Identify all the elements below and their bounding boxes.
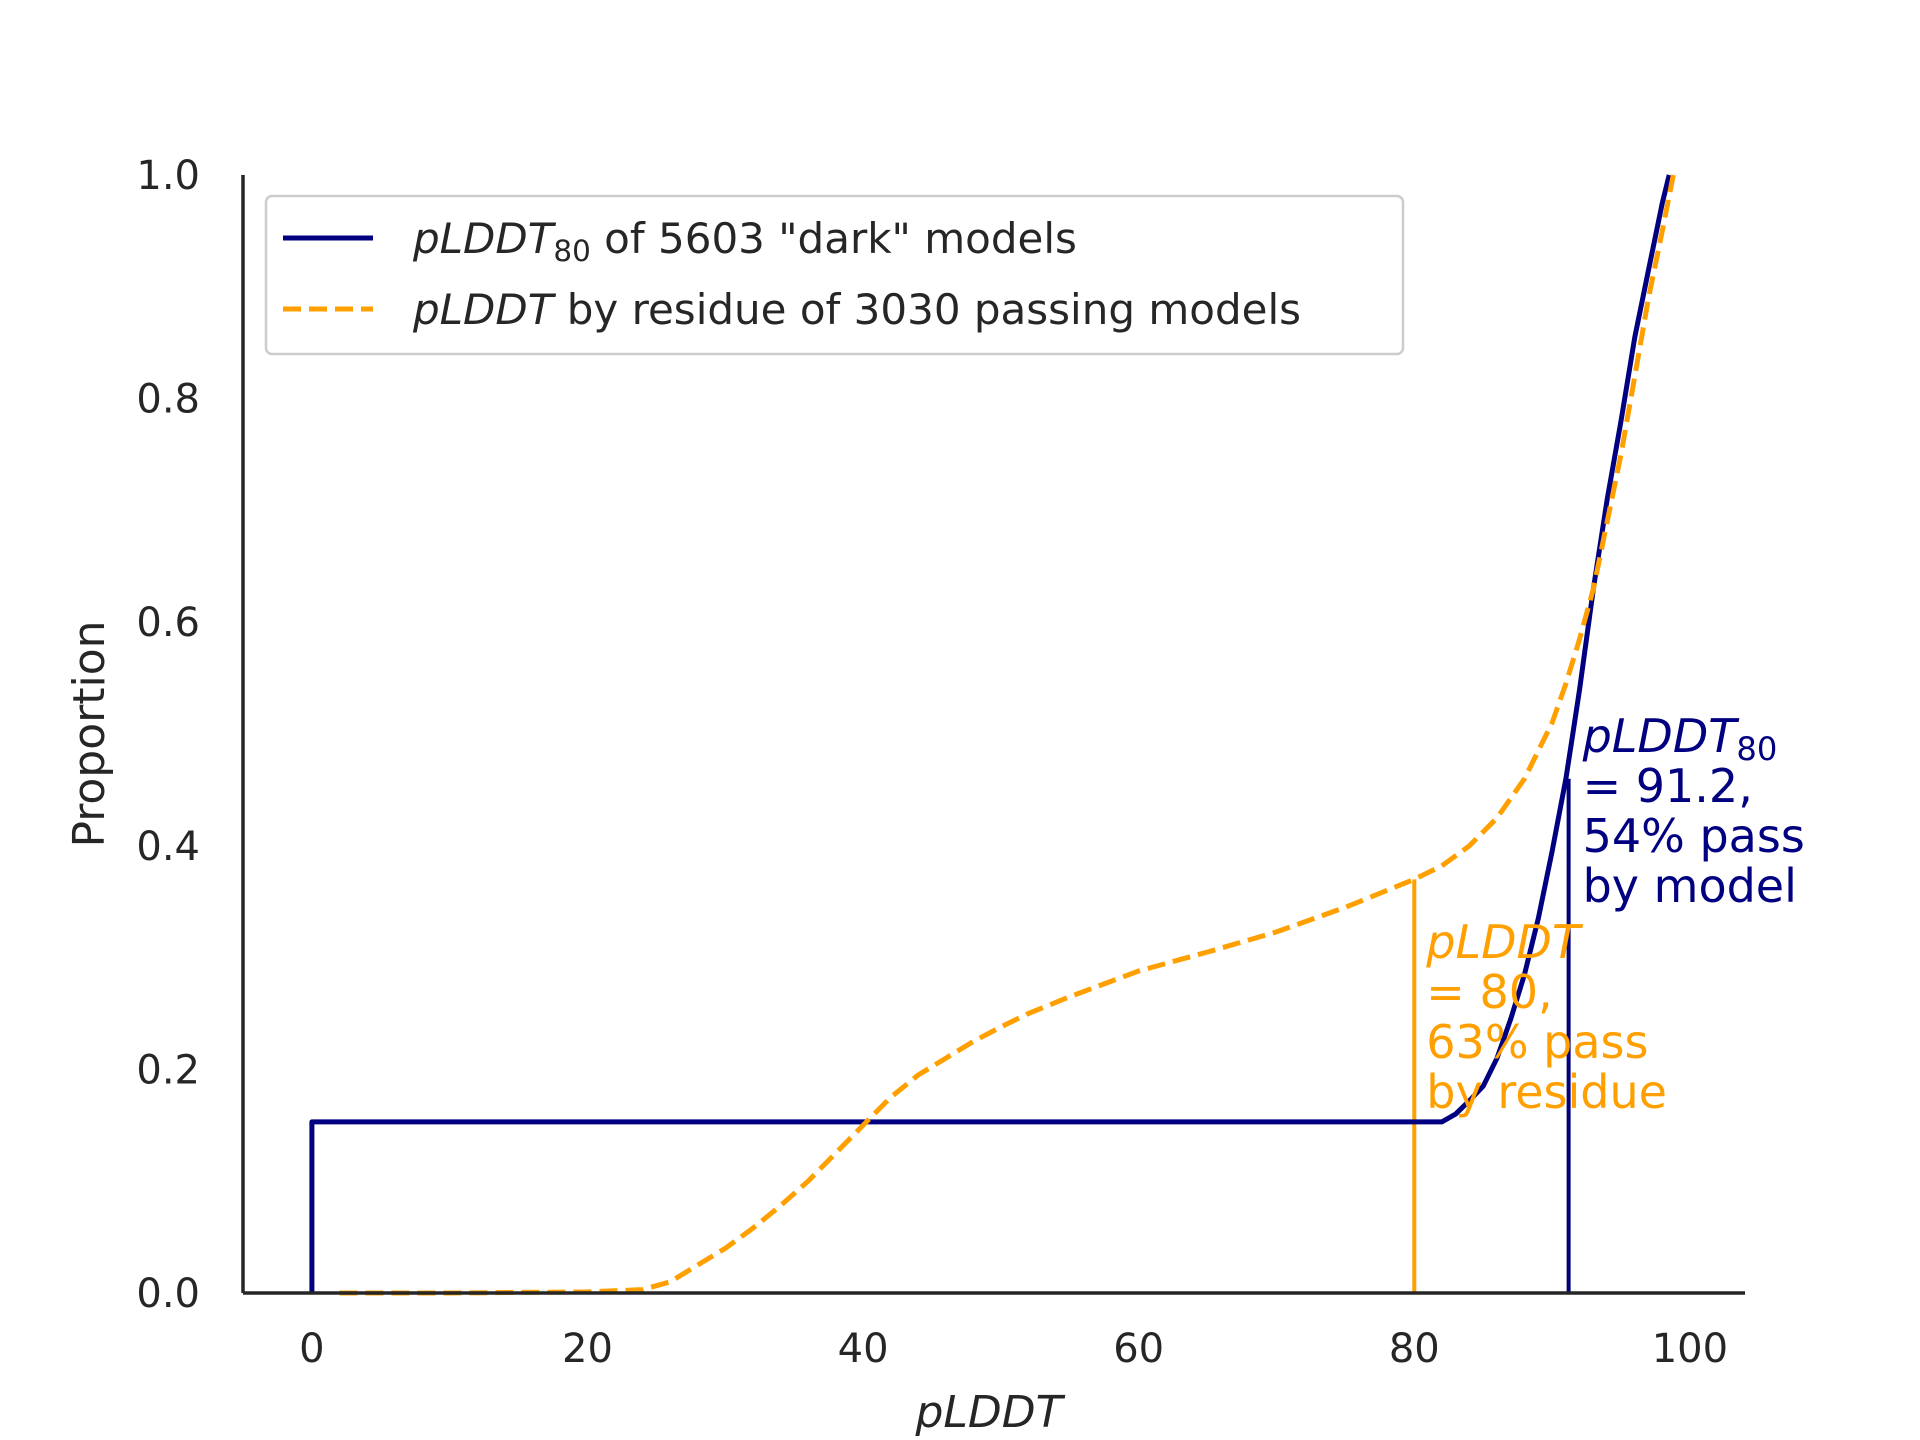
y-axis-title: Proportion: [64, 620, 115, 847]
y-tick-label: 1.0: [136, 153, 200, 199]
threshold-annotation-0-line-1: = 80,: [1426, 965, 1552, 1019]
axes: 0 20 40 60 80 100 0.0 0.2 0.4 0.6 0.8 1.0 pLDDT Propo…: [64, 153, 1745, 1438]
y-tick-label: 0.8: [136, 377, 200, 423]
series-line-dark-models: [309, 174, 1672, 1293]
x-tick-label: 60: [1113, 1326, 1164, 1372]
y-tick-label: 0.2: [136, 1047, 200, 1093]
threshold-annotation-1-line-0: pLDDT80: [1582, 709, 1778, 768]
x-axis-title: pLDDT: [914, 1387, 1065, 1438]
threshold-annotation-0-line-0: pLDDT: [1425, 915, 1584, 969]
threshold-annotation-0-line-3: by residue: [1426, 1065, 1667, 1119]
x-tick-label: 100: [1652, 1326, 1728, 1372]
y-tick-label: 0.4: [136, 824, 200, 870]
threshold-annotation-1-line-3: by model: [1583, 859, 1797, 913]
legend-label-0: pLDDT80 of 5603 "dark" models: [412, 214, 1077, 268]
legend: pLDDT80 of 5603 "dark" models pLDDT by re…: [264, 194, 1405, 356]
x-tick-label: 40: [838, 1326, 889, 1372]
threshold-annotation-1-line-1: = 91.2,: [1583, 759, 1753, 813]
x-tick-label: 0: [299, 1326, 324, 1372]
plot-lines: [309, 174, 1676, 1296]
x-tick-label: 20: [562, 1326, 613, 1372]
legend-label-1: pLDDT by residue of 3030 passing models: [412, 285, 1301, 334]
y-tick-label: 0.6: [136, 600, 200, 646]
threshold-annotation-1-line-2: 54% pass: [1583, 809, 1805, 863]
threshold-annotation-0-line-2: 63% pass: [1426, 1015, 1648, 1069]
y-tick-label: 0.0: [136, 1271, 200, 1317]
series-line-passing-residues: [339, 174, 1676, 1296]
x-tick-label: 80: [1389, 1326, 1440, 1372]
legend-box: [264, 194, 1405, 356]
